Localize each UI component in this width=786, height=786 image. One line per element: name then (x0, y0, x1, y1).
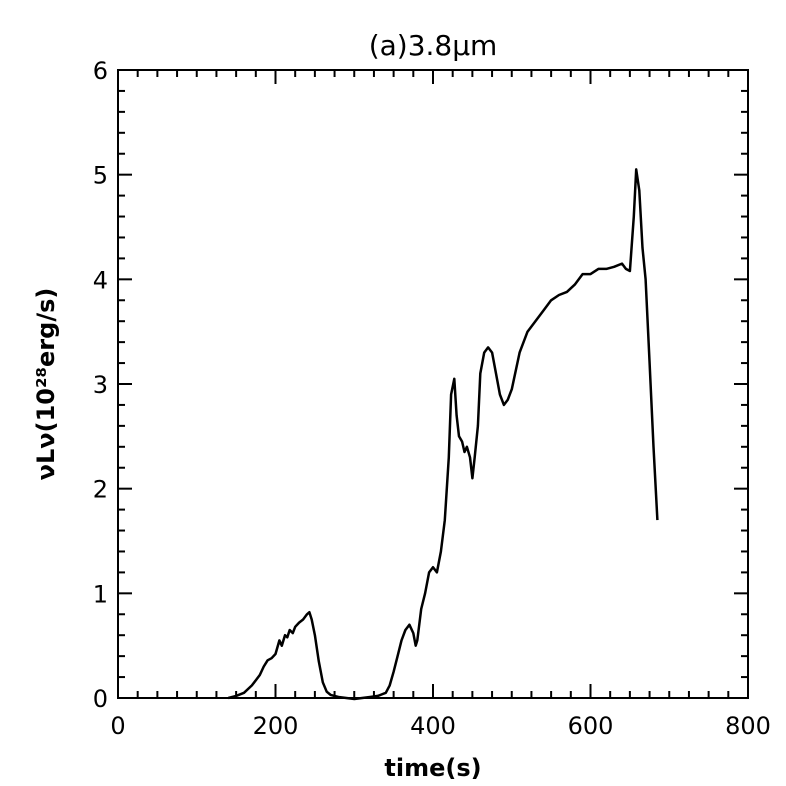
axis-tick-labels: 0 200 400 600 800 0 1 2 3 4 5 6 (93, 57, 771, 740)
y-axis-label: νLν(10²⁸erg/s) (32, 288, 60, 481)
chart-title: (a)3.8μm (369, 29, 498, 62)
x-tick-label: 200 (253, 712, 299, 740)
y-tick-label: 3 (93, 371, 108, 399)
x-tick-label: 600 (568, 712, 614, 740)
y-tick-label: 1 (93, 580, 108, 608)
axis-ticks (117, 69, 749, 699)
x-tick-label: 800 (725, 712, 771, 740)
y-tick-label: 6 (93, 57, 108, 85)
plot-frame (117, 69, 749, 699)
series-line-0 (227, 168, 659, 701)
y-tick-label: 4 (93, 266, 108, 294)
y-tick-label: 0 (93, 685, 108, 713)
y-tick-label: 2 (93, 476, 108, 504)
x-axis-label: time(s) (384, 754, 481, 782)
x-tick-label: 0 (110, 712, 125, 740)
series-layer (227, 168, 659, 701)
y-tick-label: 5 (93, 162, 108, 190)
x-tick-label: 400 (410, 712, 456, 740)
